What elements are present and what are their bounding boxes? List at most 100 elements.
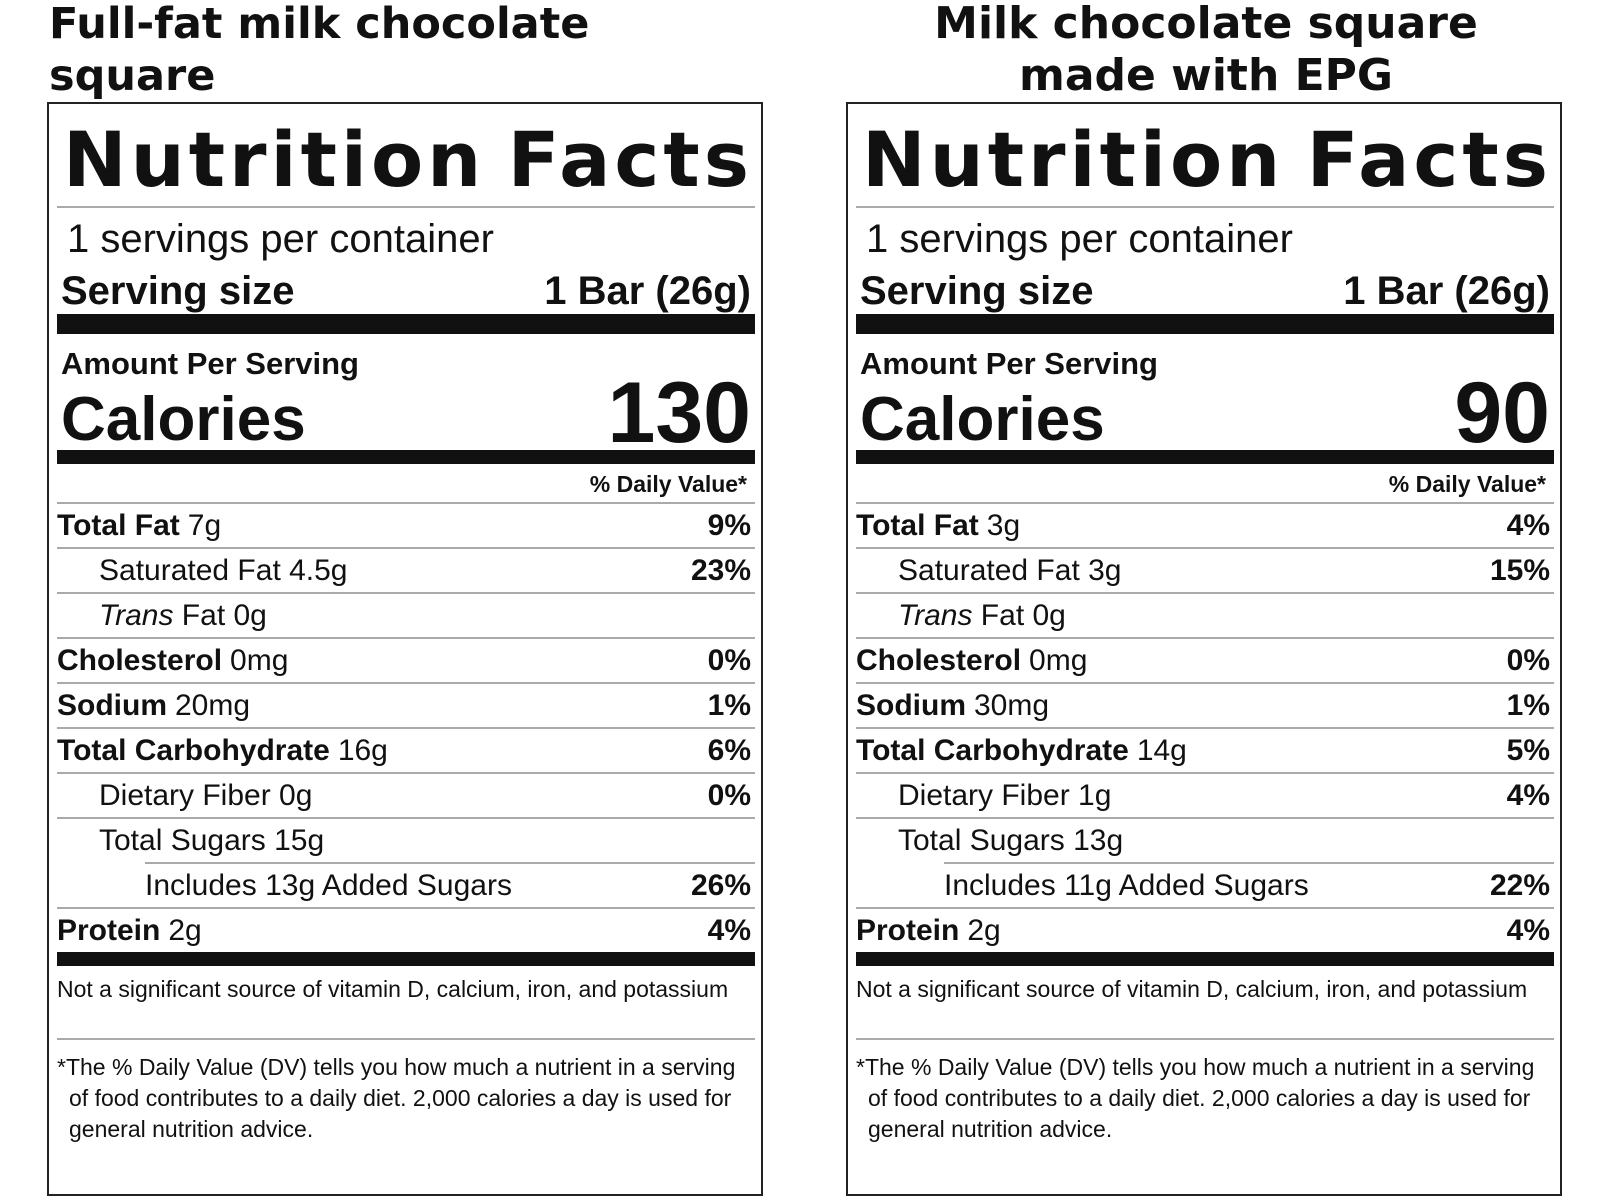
nutrient-label: Saturated Fat 4.5g — [99, 553, 348, 587]
nutrient-label: Cholesterol — [856, 643, 1022, 677]
nutrient-label: Protein — [57, 913, 161, 947]
divider — [57, 1038, 755, 1040]
nutrient-pct: 1% — [707, 688, 751, 722]
nutrient-amount: 16g — [337, 733, 388, 767]
title-word-1: Nutrition — [862, 115, 1285, 204]
calories-row: Calories 90 — [860, 366, 1550, 460]
calories-value: 90 — [1454, 365, 1550, 461]
nutrient-row-saturated-fat: Saturated Fat 3g 15% — [856, 547, 1554, 592]
nutrient-label: Protein — [856, 913, 960, 947]
medium-divider — [57, 450, 755, 464]
nutrient-label: Dietary Fiber 0g — [99, 778, 313, 812]
nutrient-amount: 3g — [986, 508, 1021, 542]
serving-size-value: 1 Bar (26g) — [1343, 269, 1550, 313]
nutrient-row-trans-fat: Trans Fat 0g — [57, 592, 755, 637]
serving-size-row: Serving size 1 Bar (26g) — [860, 268, 1550, 314]
amount-per-serving: Amount Per Serving — [860, 346, 1158, 381]
nutrient-label: Total Carbohydrate — [57, 733, 330, 767]
nutrient-pct: 4% — [707, 913, 751, 947]
heading-line-1: Milk chocolate square — [934, 0, 1478, 49]
nutrient-pct: 0% — [707, 778, 751, 812]
nutrient-row-total-fat: Total Fat 3g 4% — [856, 502, 1554, 547]
nutrition-label: Nutrition Facts 1 servings per container… — [846, 102, 1562, 1196]
nutrient-label-italic: Trans — [99, 598, 174, 632]
panel-epg: Milk chocolate square made with EPG Nutr… — [846, 0, 1566, 1200]
nutrient-label: Total Sugars 13g — [898, 823, 1124, 857]
daily-value-footnote: *The % Daily Value (DV) tells you how mu… — [57, 1054, 736, 1142]
title-word-2: Facts — [507, 115, 753, 204]
nutrient-label: Fat 0g — [972, 598, 1066, 632]
divider — [856, 206, 1554, 208]
nutrient-pct: 4% — [1506, 508, 1550, 542]
calories-label: Calories — [860, 385, 1105, 454]
panel-full-fat: Full-fat milk chocolate square Nutrition… — [47, 0, 767, 1200]
nutrient-row-added-sugars: Includes 13g Added Sugars 26% — [145, 862, 755, 907]
medium-divider — [856, 450, 1554, 464]
calories-label: Calories — [61, 385, 306, 454]
nutrient-amount: 14g — [1136, 733, 1187, 767]
nutrient-row-total-fat: Total Fat 7g 9% — [57, 502, 755, 547]
nutrient-amount: 0mg — [1029, 643, 1088, 677]
servings-per-container: 1 servings per container — [67, 217, 494, 261]
nutrient-amount: 20mg — [175, 688, 251, 722]
nutrient-label: Sodium — [57, 688, 167, 722]
panel-heading: Full-fat milk chocolate square — [49, 0, 769, 102]
calories-value: 130 — [607, 365, 752, 461]
nutrient-label: Total Sugars 15g — [99, 823, 325, 857]
nutrient-row-saturated-fat: Saturated Fat 4.5g 23% — [57, 547, 755, 592]
serving-size-row: Serving size 1 Bar (26g) — [61, 268, 751, 314]
nutrient-row-added-sugars: Includes 11g Added Sugars 22% — [944, 862, 1554, 907]
divider — [57, 206, 755, 208]
nutrient-row-dietary-fiber: Dietary Fiber 1g 4% — [856, 772, 1554, 817]
nutrient-label: Saturated Fat 3g — [898, 553, 1122, 587]
nutrition-label: Nutrition Facts 1 servings per container… — [47, 102, 763, 1196]
serving-size-label: Serving size — [61, 269, 295, 313]
daily-value-footnote: *The % Daily Value (DV) tells you how mu… — [856, 1054, 1535, 1142]
nutrient-row-dietary-fiber: Dietary Fiber 0g 0% — [57, 772, 755, 817]
nutrient-amount: 30mg — [974, 688, 1050, 722]
nutrient-amount: 2g — [168, 913, 202, 947]
nutrient-pct: 4% — [1506, 913, 1550, 947]
heading-line-1: Full-fat milk chocolate square — [49, 0, 590, 101]
nutrient-amount: 7g — [187, 508, 222, 542]
nutrient-label: Fat 0g — [173, 598, 267, 632]
nutrient-row-sodium: Sodium 30mg 1% — [856, 682, 1554, 727]
nutrient-row-trans-fat: Trans Fat 0g — [856, 592, 1554, 637]
nutrient-label: Total Fat — [57, 508, 180, 542]
nutrient-pct: 22% — [1489, 868, 1550, 902]
medium-divider — [856, 952, 1554, 966]
nutrient-label: Includes 11g Added Sugars — [944, 868, 1309, 902]
thick-divider — [57, 314, 755, 334]
nutrient-label-italic: Trans — [898, 598, 973, 632]
servings-per-container: 1 servings per container — [866, 217, 1293, 261]
not-significant-note: Not a significant source of vitamin D, c… — [856, 976, 1528, 1002]
amount-per-serving: Amount Per Serving — [61, 346, 359, 381]
nutrient-amount: 0mg — [230, 643, 289, 677]
nutrient-pct: 4% — [1506, 778, 1550, 812]
panel-heading: Milk chocolate square made with EPG — [846, 0, 1566, 102]
nutrient-pct: 1% — [1506, 688, 1550, 722]
medium-divider — [57, 952, 755, 966]
nutrient-pct: 6% — [707, 733, 751, 767]
thick-divider — [856, 314, 1554, 334]
nutrient-row-sodium: Sodium 20mg 1% — [57, 682, 755, 727]
nutrient-label: Cholesterol — [57, 643, 223, 677]
nutrient-row-total-sugars: Total Sugars 15g — [57, 817, 755, 862]
divider — [856, 1038, 1554, 1040]
nutrient-row-protein: Protein 2g 4% — [57, 907, 755, 952]
nutrient-label: Dietary Fiber 1g — [898, 778, 1112, 812]
nutrient-row-protein: Protein 2g 4% — [856, 907, 1554, 952]
nutrient-label: Includes 13g Added Sugars — [145, 868, 512, 902]
daily-value-header: % Daily Value* — [1388, 471, 1546, 497]
nutrient-row-total-carbohydrate: Total Carbohydrate 14g 5% — [856, 727, 1554, 772]
nutrient-label: Total Fat — [856, 508, 979, 542]
nutrition-facts-title: Nutrition Facts — [862, 118, 1552, 202]
nutrition-facts-title: Nutrition Facts — [63, 118, 753, 202]
nutrient-label: Sodium — [856, 688, 966, 722]
nutrient-pct: 15% — [1489, 553, 1550, 587]
not-significant-note: Not a significant source of vitamin D, c… — [57, 976, 729, 1002]
daily-value-header: % Daily Value* — [589, 471, 747, 497]
calories-row: Calories 130 — [61, 366, 751, 460]
nutrient-pct: 0% — [1506, 643, 1550, 677]
nutrient-pct: 23% — [690, 553, 751, 587]
